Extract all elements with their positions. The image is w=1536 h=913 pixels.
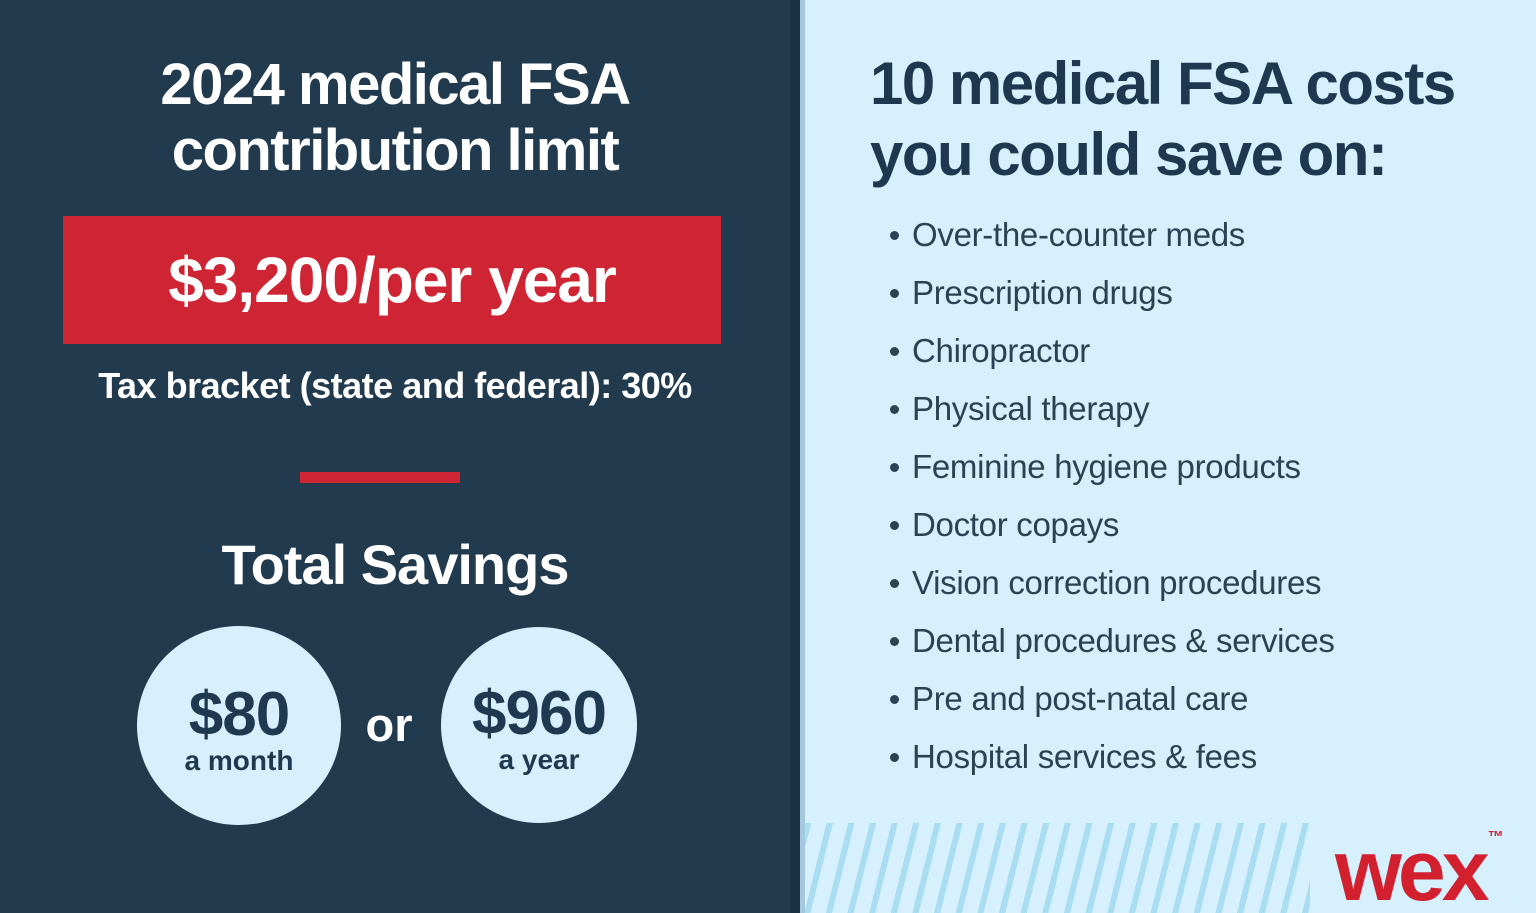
list-item: Hospital services & fees (805, 728, 1505, 786)
list-item: Prescription drugs (805, 264, 1505, 322)
monthly-savings-amount: $80 (188, 679, 290, 749)
bullet-icon (890, 752, 899, 762)
yearly-savings-caption: a year (498, 744, 580, 775)
contribution-limit-amount: $3,200/per year (168, 244, 617, 316)
bullet-icon (890, 230, 899, 240)
left-panel: 2024 medical FSA contribution limit $3,2… (0, 0, 790, 913)
panel-divider-dark-strip (790, 0, 800, 913)
monthly-savings-caption: a month (184, 744, 294, 776)
bullet-icon (890, 578, 899, 588)
list-item-label: Dental procedures & services (912, 622, 1335, 659)
list-item-label: Prescription drugs (912, 274, 1173, 311)
diagonal-stripe-pattern (805, 823, 1310, 913)
right-heading-line1: 10 medical FSA costs (870, 50, 1456, 117)
list-item-label: Pre and post-natal care (912, 680, 1249, 717)
left-title: 2024 medical FSA contribution limit (0, 52, 790, 184)
list-item: Feminine hygiene products (805, 438, 1505, 496)
bullet-icon (890, 404, 899, 414)
left-title-line1: 2024 medical FSA (160, 52, 631, 117)
list-item-label: Over-the-counter meds (912, 216, 1245, 253)
contribution-limit-banner: $3,200/per year (63, 216, 721, 344)
list-item: Vision correction procedures (805, 554, 1505, 612)
red-divider-line (300, 472, 460, 483)
bullet-icon (890, 520, 899, 530)
wex-logo-text: wex (1335, 823, 1490, 913)
right-heading-line2: you could save on: (870, 121, 1388, 188)
list-item: Pre and post-natal care (805, 670, 1505, 728)
or-label: or (365, 698, 413, 751)
list-item: Dental procedures & services (805, 612, 1505, 670)
list-item-label: Hospital services & fees (912, 738, 1257, 775)
list-item-label: Feminine hygiene products (912, 448, 1301, 485)
list-item: Physical therapy (805, 380, 1505, 438)
list-item: Doctor copays (805, 496, 1505, 554)
left-title-line2: contribution limit (171, 118, 620, 183)
bullet-icon (890, 288, 899, 298)
total-savings-heading: Total Savings (221, 533, 570, 596)
monthly-savings-circle: $80 a month (137, 626, 341, 825)
wex-logo: wex ™ (1335, 795, 1504, 913)
trademark-symbol: ™ (1487, 829, 1504, 846)
panel-divider-light-strip (800, 0, 805, 913)
bullet-icon (890, 346, 899, 356)
list-item: Over-the-counter meds (805, 206, 1505, 264)
list-item-label: Doctor copays (912, 506, 1120, 543)
tax-bracket-note: Tax bracket (state and federal): 30% (98, 365, 692, 406)
list-item: Chiropractor (805, 322, 1505, 380)
right-panel: 10 medical FSA costs you could save on: … (805, 0, 1536, 913)
list-item-label: Physical therapy (912, 390, 1150, 427)
fsa-costs-list: Over-the-counter meds Prescription drugs… (805, 206, 1505, 786)
bullet-icon (890, 636, 899, 646)
bullet-icon (890, 694, 899, 704)
bullet-icon (890, 462, 899, 472)
right-heading: 10 medical FSA costs you could save on: (870, 48, 1456, 190)
list-item-label: Vision correction procedures (912, 564, 1322, 601)
list-item-label: Chiropractor (912, 332, 1090, 369)
yearly-savings-circle: $960 a year (441, 627, 637, 823)
yearly-savings-amount: $960 (472, 679, 607, 748)
